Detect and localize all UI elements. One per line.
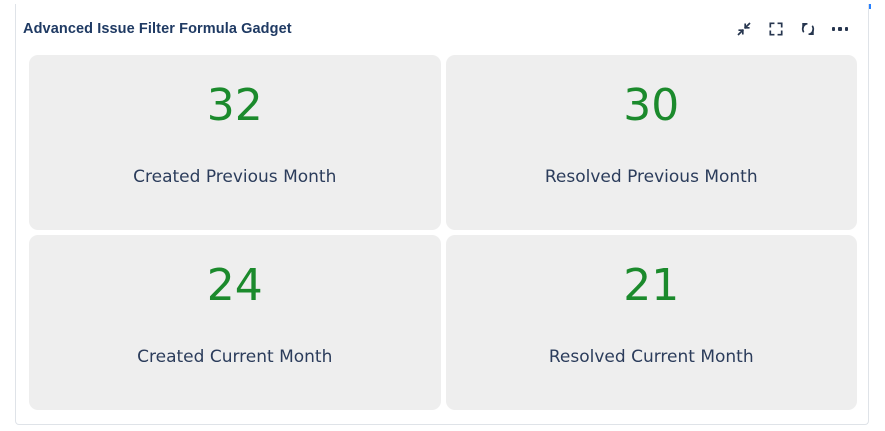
stat-panel-created-previous-month[interactable]: 32 Created Previous Month (29, 55, 441, 230)
stat-label: Resolved Previous Month (544, 167, 758, 187)
gadget-header: Advanced Issue Filter Formula Gadget (16, 4, 868, 54)
stat-value: 21 (623, 260, 680, 311)
stat-panel-created-current-month[interactable]: 24 Created Current Month (29, 235, 441, 410)
header-actions (734, 19, 850, 39)
page-title: Advanced Issue Filter Formula Gadget (23, 21, 292, 37)
stat-label: Created Previous Month (133, 167, 337, 187)
collapse-icon[interactable] (734, 19, 754, 39)
stat-label: Created Current Month (137, 347, 333, 367)
stat-panel-grid: 32 Created Previous Month 30 Resolved Pr… (29, 55, 857, 410)
more-options-icon[interactable] (830, 19, 850, 39)
stat-panel-resolved-previous-month[interactable]: 30 Resolved Previous Month (445, 55, 857, 230)
stat-label: Resolved Current Month (548, 347, 754, 367)
refresh-icon[interactable] (798, 19, 818, 39)
fullscreen-icon[interactable] (766, 19, 786, 39)
stat-value: 24 (206, 260, 263, 311)
stat-value: 30 (623, 80, 680, 131)
stat-panel-resolved-current-month[interactable]: 21 Resolved Current Month (445, 235, 857, 410)
stat-value: 32 (206, 80, 263, 131)
ellipsis-dots (831, 27, 849, 31)
gadget-card: Advanced Issue Filter Formula Gadget (15, 4, 869, 425)
